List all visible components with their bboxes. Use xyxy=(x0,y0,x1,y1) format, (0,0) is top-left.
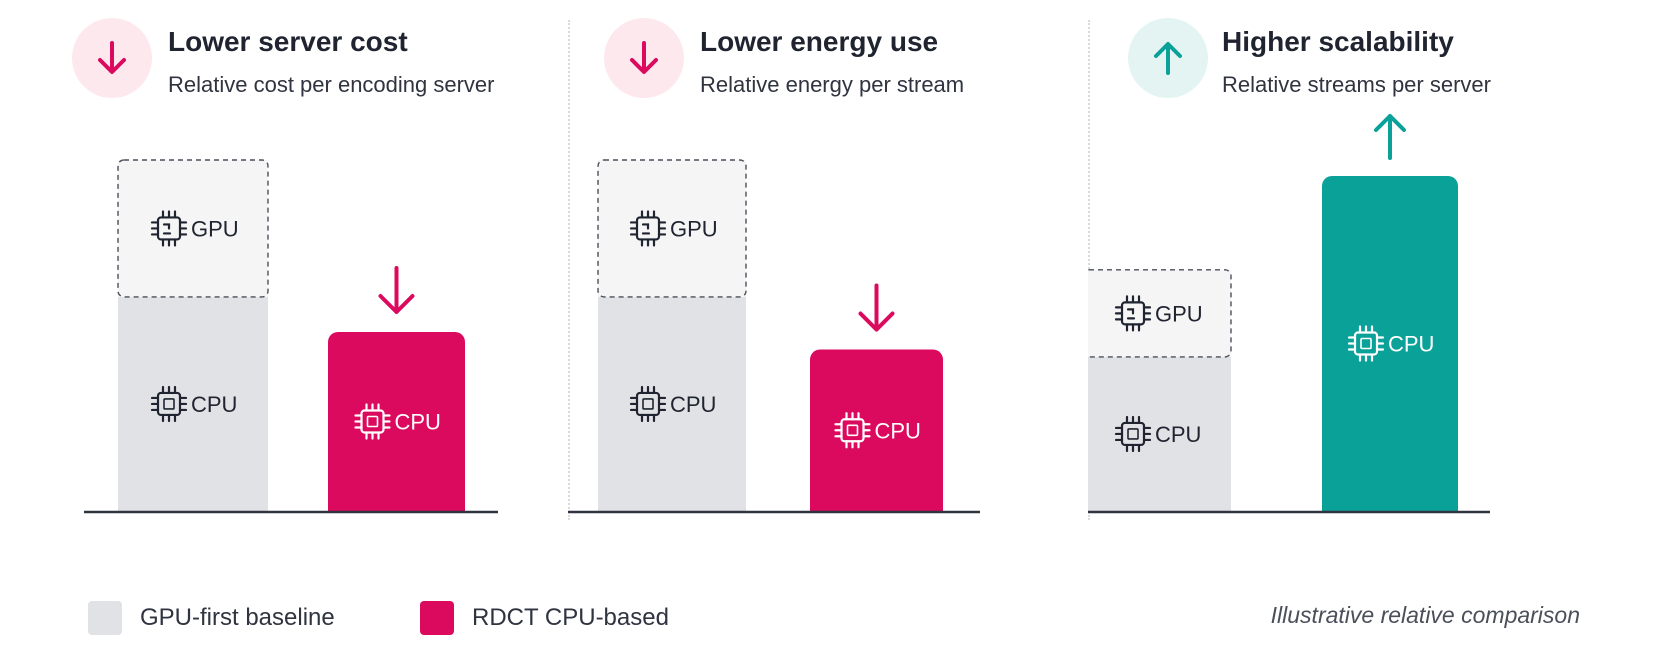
bar-base-fill xyxy=(1322,499,1458,511)
chart-panel-server-cost: Lower server cost Relative cost per enco… xyxy=(0,0,568,560)
gpu-chip-icon xyxy=(1114,295,1152,332)
panel-divider xyxy=(568,20,570,520)
bar-base-fill xyxy=(328,499,465,511)
up-arrow-icon xyxy=(1374,114,1406,160)
cpu-chip-icon xyxy=(1114,415,1152,453)
bar-segment-cpu xyxy=(1322,176,1458,511)
down-arrow-icon xyxy=(858,283,895,332)
down-arrow-icon xyxy=(72,18,152,98)
cpu-chip-icon xyxy=(150,385,188,423)
legend-item-rdct: RDCT CPU-based xyxy=(420,600,669,636)
up-arrow-icon xyxy=(1128,18,1208,98)
bar-segment-cpu xyxy=(118,296,268,511)
bar-segment-cpu xyxy=(598,296,746,511)
gpu-outline xyxy=(117,159,269,298)
segment-label: CPU xyxy=(1155,422,1201,447)
segment-label: GPU xyxy=(1155,301,1203,326)
segment-label: GPU xyxy=(191,216,239,241)
down-arrow-icon xyxy=(378,265,415,314)
chart-panel-energy-use: Lower energy use Relative energy per str… xyxy=(568,0,1088,560)
gpu-chip-icon xyxy=(629,210,667,247)
legend-item-baseline: GPU-first baseline xyxy=(88,600,335,636)
segment-label: CPU xyxy=(875,418,921,443)
cpu-chip-icon xyxy=(834,412,871,449)
segment-label: CPU xyxy=(191,392,237,417)
bar-plot: CPU GPU CPU xyxy=(568,159,980,514)
chart-title: Lower energy use xyxy=(700,26,939,57)
legend-label: RDCT CPU-based xyxy=(472,604,669,631)
cpu-chip-icon xyxy=(629,385,667,423)
bar-segment-gpu xyxy=(1088,269,1231,357)
chart-subtitle: Relative streams per server xyxy=(1222,72,1491,97)
cpu-chip-icon xyxy=(1347,325,1385,362)
segment-label: CPU xyxy=(395,409,441,434)
bar-segment-gpu xyxy=(598,160,746,297)
bar-plot: CPU GPU CPU xyxy=(84,159,498,514)
legend-label: GPU-first baseline xyxy=(140,604,335,631)
bar-base-fill xyxy=(810,499,943,511)
gpu-outline xyxy=(597,159,747,298)
chart-subtitle: Relative cost per encoding server xyxy=(168,72,495,97)
bar-segment-cpu xyxy=(1088,356,1231,511)
bar-plot: CPU GPU CPU xyxy=(1088,114,1490,514)
segment-label: GPU xyxy=(670,216,718,241)
bar-segment-cpu xyxy=(810,349,943,511)
bar-segment-cpu xyxy=(328,331,465,511)
gpu-outline xyxy=(1088,269,1232,358)
legend-swatch xyxy=(88,601,122,635)
chart-title: Higher scalability xyxy=(1222,26,1454,57)
legend-swatch xyxy=(420,601,454,635)
chart-panel-scalability: Higher scalability Relative streams per … xyxy=(1088,0,1672,560)
footnote: Illustrative relative comparison xyxy=(1270,602,1580,628)
bar-segment-gpu xyxy=(118,160,268,297)
gpu-chip-icon xyxy=(150,210,188,247)
segment-label: CPU xyxy=(1388,332,1434,357)
chart-subtitle: Relative energy per stream xyxy=(700,72,965,97)
cpu-chip-icon xyxy=(354,403,391,440)
chart-title: Lower server cost xyxy=(168,26,408,57)
down-arrow-icon xyxy=(604,18,684,98)
segment-label: CPU xyxy=(670,392,716,417)
